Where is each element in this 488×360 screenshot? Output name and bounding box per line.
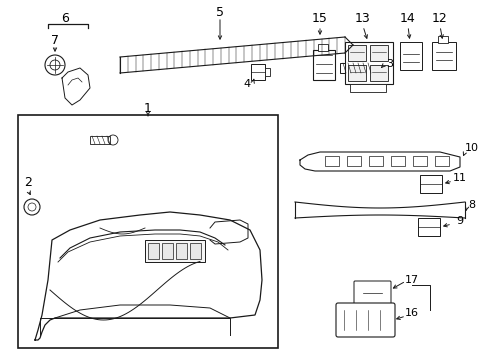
Bar <box>349 84 385 92</box>
Bar <box>250 64 264 80</box>
Text: 16: 16 <box>404 308 418 318</box>
Text: 4: 4 <box>243 79 250 89</box>
Text: 6: 6 <box>61 12 69 24</box>
Text: 7: 7 <box>51 33 59 46</box>
Text: 5: 5 <box>216 5 224 18</box>
Bar <box>345 42 392 84</box>
Text: 17: 17 <box>404 275 418 285</box>
Text: 10: 10 <box>464 143 478 153</box>
Bar <box>431 42 455 70</box>
Text: 9: 9 <box>455 216 463 226</box>
Bar <box>434 156 448 166</box>
Text: 12: 12 <box>431 12 447 24</box>
Bar <box>368 156 382 166</box>
Text: 1: 1 <box>144 102 152 114</box>
Bar <box>346 156 360 166</box>
Bar <box>417 218 439 236</box>
Bar <box>325 156 338 166</box>
Bar <box>312 50 334 80</box>
Bar <box>162 243 173 259</box>
Text: 14: 14 <box>399 12 415 24</box>
Text: 15: 15 <box>311 12 327 24</box>
Bar <box>190 243 201 259</box>
Bar <box>390 156 404 166</box>
Bar <box>347 65 365 81</box>
Text: 13: 13 <box>354 12 370 24</box>
Text: 8: 8 <box>468 200 475 210</box>
Bar <box>148 243 159 259</box>
Bar <box>399 42 421 70</box>
Bar <box>419 175 441 193</box>
Bar <box>347 45 365 61</box>
Bar <box>90 136 110 144</box>
Text: 11: 11 <box>452 173 466 183</box>
FancyBboxPatch shape <box>353 281 390 305</box>
Bar <box>18 115 278 348</box>
Bar <box>145 240 204 262</box>
Bar <box>317 44 327 51</box>
Bar <box>369 45 387 61</box>
Text: 3: 3 <box>386 59 393 69</box>
Bar <box>339 63 369 73</box>
Bar <box>264 68 269 76</box>
Text: 2: 2 <box>24 176 32 189</box>
Bar <box>437 36 447 43</box>
FancyBboxPatch shape <box>335 303 394 337</box>
Bar <box>176 243 186 259</box>
Bar <box>412 156 426 166</box>
Bar <box>369 65 387 81</box>
